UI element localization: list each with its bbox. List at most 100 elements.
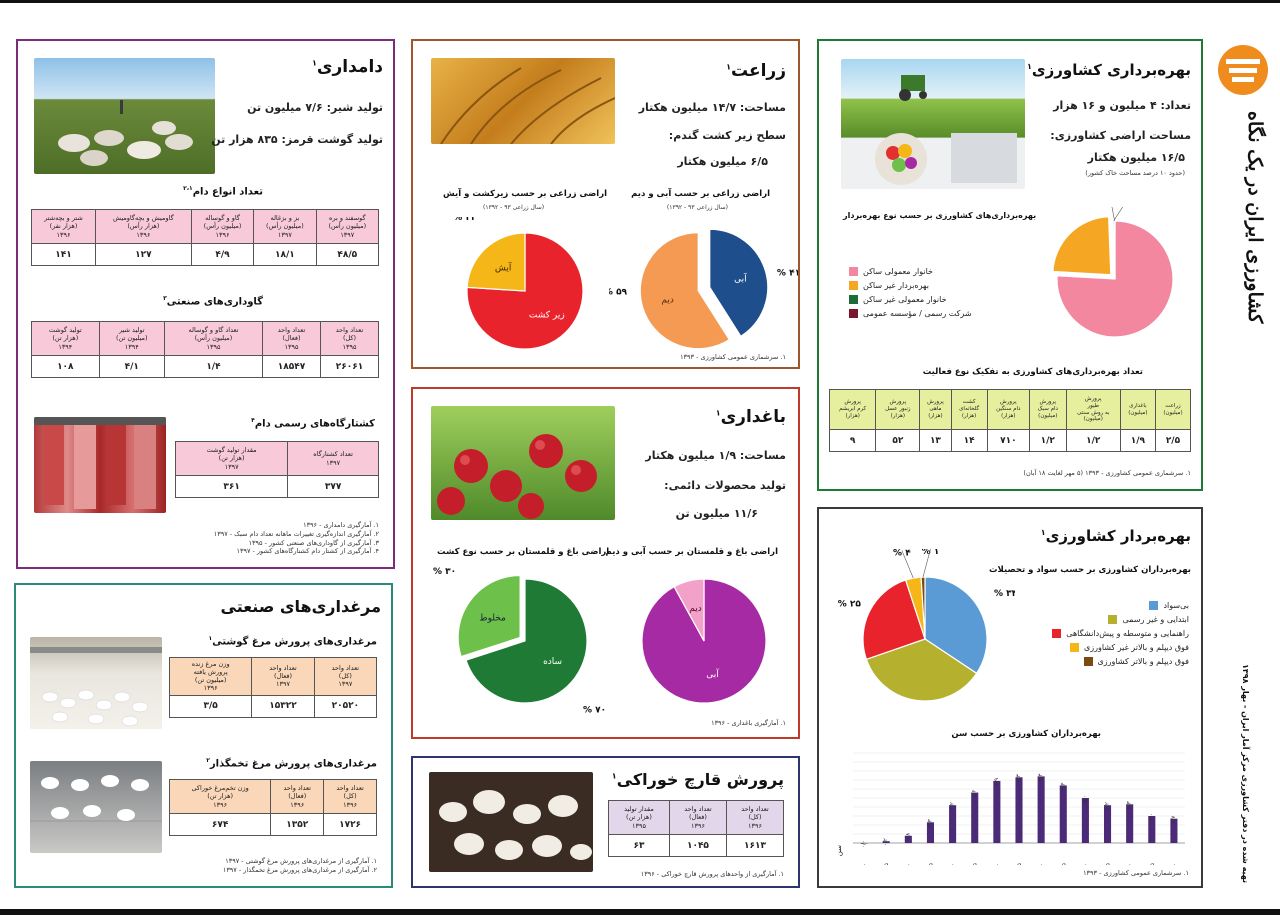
legend-swatch	[1052, 629, 1062, 638]
table-header-cell: گاومیش و بچه‌گاومیش (هزار رأس) ۱۳۹۶	[94, 209, 192, 244]
sheep-photo	[34, 58, 215, 174]
table-header-row: زراعت (میلیون) باغداری (میلیون) پرورش طی…	[828, 389, 1192, 430]
brand-logo-icon	[1218, 45, 1268, 95]
baghdari-title-sup: ۱	[715, 408, 721, 418]
bahrebardari-noe-pie-chart: ۷۵/۹ %۲۳/۵ %۰/۴ %۰/۲ %	[1052, 207, 1174, 338]
x-tick-label: ۳۹-۳۵	[973, 863, 979, 865]
baghdari-note: ۱. آمارگیری باغداری - ۱۳۹۶	[711, 719, 786, 727]
bahrebardari-land-value: ۱۶/۵ میلیون هکتار	[1087, 151, 1185, 164]
bar-value-label: ۲/۷	[1171, 816, 1177, 824]
legend-label: فوق دیپلم و بالاتر غیر کشاورزی	[1083, 643, 1189, 652]
table-row: ۱۷۲۶ ۱۳۵۲ ۶۷۴	[168, 813, 377, 836]
zeraat-abi-deym-pie-chart: آبی ۴۱ % دیم ۵۹ %	[609, 228, 798, 350]
bahrebardar-savad-pie-chart: ۳۴ %۳۵ %۲۵ %۴ %۱ %	[838, 549, 1015, 702]
table-header-cell: تعداد گاو و گوساله (میلیون رأس) ۱۳۹۵	[163, 321, 264, 356]
table-header-cell: تعداد واحد (فعال) ۱۳۹۷	[251, 657, 315, 696]
bar-value-label: ۵/۶	[972, 790, 978, 798]
table-header-cell: وزن تخم‌مرغ خوراکی (هزار تن) ۱۳۹۶	[168, 779, 272, 814]
bahrebardar-title-text: بهره‌بردار کشاورزی	[1045, 527, 1191, 545]
pie-slice	[865, 638, 978, 702]
table-header-cell: مقدار تولید (هزار تن) ۱۳۹۵	[608, 800, 670, 835]
gharch-note: ۱. آمارگیری از واحدهای پرورش قارچ خوراکی…	[640, 870, 784, 878]
table-row: ۲/۵ ۱/۹ ۱/۲ ۱/۲ ۷۱۰ ۱۴ ۱۳ ۵۲ ۹	[828, 429, 1192, 452]
table-cell: ۲۰۵۲۰	[313, 694, 378, 718]
layer-photo	[30, 761, 162, 853]
footnote: ۱. آمارگیری دامداری - ۱۳۹۶	[303, 521, 379, 529]
layer-table: تعداد واحد (کل) ۱۳۹۶ تعداد واحد (فعال) ۱…	[168, 779, 377, 836]
table-header-cell: تعداد واحد (فعال) ۱۳۹۵	[262, 321, 321, 356]
bahrebardar-title-sup: ۱	[1040, 528, 1046, 537]
layer-title: مرغداری‌های پرورش مرغ تخمگذار۲	[206, 757, 377, 769]
x-tick-label: ۷۴-۷۰	[1128, 863, 1134, 865]
bahrebardari-count: تعداد: ۴ میلیون و ۱۶ هزار	[1053, 99, 1191, 112]
legend-item: راهنمایی و متوسطه و پیش‌دانشگاهی	[1019, 629, 1189, 638]
legend-swatch	[849, 267, 858, 276]
table-cell: ۵۲	[875, 429, 921, 452]
table-cell: ۹	[828, 429, 877, 452]
legend-swatch	[849, 281, 858, 290]
damdari-notes: ۱. آمارگیری دامداری - ۱۳۹۶ ۲. آمارگیری ا…	[214, 521, 379, 556]
layer-title-sup: ۲	[206, 757, 210, 764]
brand-strip: کشاورزی ایران در یک نگاه تهیه شده در دفت…	[1202, 3, 1280, 909]
baghdari-prod-value: ۱۱/۶ میلیون تن	[675, 507, 758, 520]
bagh-noe-kesht-pie-chart: ساده ۷۰ % مخلوط ۳۰ %	[433, 567, 606, 715]
baghdari-title: باغداری۱	[716, 407, 786, 427]
x-tick-label: ۲۴-۲۰	[906, 863, 912, 865]
pie-slice-label: زیر کشت	[529, 310, 565, 320]
farm-collage-photo	[841, 59, 1025, 189]
pie-slice	[466, 232, 526, 292]
bar	[949, 805, 957, 843]
footnote: ۳. آمارگیری از گاوداری‌های صنعتی کشور - …	[248, 538, 379, 547]
table-cell: ۱۳۵۲	[270, 813, 325, 836]
meat-photo	[34, 417, 166, 513]
legend-item: خانوار معمولی ساکن	[849, 267, 999, 276]
table-cell: ۱۵۳۲۲	[251, 694, 315, 718]
panel-zeraat: زراعت۱ مساحت: ۱۴/۷ میلیون هکتار سطح زیر …	[411, 39, 800, 369]
table-header-cell: باغداری (میلیون)	[1119, 389, 1156, 430]
bar	[904, 835, 912, 843]
table-header-row: تعداد واحد (کل) ۱۳۹۵ تعداد واحد (فعال) ۱…	[31, 321, 379, 356]
panel-bahrebardari: بهره‌برداری کشاورزی۱ تعداد: ۴ میلیون و ۱…	[817, 39, 1203, 491]
table-header-cell: پرورش دام سنگین (هزار)	[986, 389, 1031, 430]
broiler-title-sup: ۱	[208, 635, 213, 642]
panel-bahrebardar: بهره‌بردار کشاورزی۱ بهره‌برداران کشاورزی…	[817, 507, 1203, 888]
bahrebardar-note: ۱. سرشماری عمومی کشاورزی - ۱۳۹۳	[1083, 869, 1189, 877]
wheat-photo	[431, 58, 615, 144]
bahrebardari-land-label: مساحت اراضی کشاورزی:	[1050, 129, 1191, 142]
legend-label: بی‌سواد	[1163, 601, 1189, 610]
bahrebardar-age-title: بهره‌برداران کشاورزی بر حسب سن	[951, 729, 1101, 739]
table-header-cell: زراعت (میلیون)	[1154, 389, 1192, 430]
pie-slice	[673, 578, 705, 642]
table-header-cell: تعداد واحد (کل) ۱۳۹۵	[320, 321, 379, 356]
legend-item: بهره‌بردار غیر ساکن	[849, 281, 999, 290]
legend-item: بی‌سواد	[1019, 601, 1189, 610]
table-cell: ۱۷۲۶	[323, 813, 377, 836]
baghdari-chart2-title: اراضی باغ و قلمستان بر حسب نوع کشت	[437, 547, 610, 557]
pie-pct-label: ۵۹ %	[609, 288, 628, 298]
gharch-title-text: پرورش قارچ خوراکی	[616, 770, 784, 789]
legend-swatch	[1108, 615, 1118, 624]
zeraat-chart2-subtitle: (سال زراعی ۹۳ - ۱۳۹۲)	[483, 204, 545, 211]
table-row: ۴۸/۵ ۱۸/۱ ۴/۹ ۱۲۷ ۱۴۱	[31, 243, 380, 266]
table-cell: ۱۴	[950, 429, 988, 452]
bahrebardari-land-note: (حدود ۱۰ درصد مساحت خاک کشور)	[1085, 169, 1185, 177]
morgh-title: مرغداری‌های صنعتی	[220, 597, 381, 616]
legend-swatch	[849, 309, 858, 318]
broiler-title: مرغداری‌های پرورش مرغ گوشتی۱	[209, 635, 377, 647]
table-header-cell: وزن مرغ زنده پرورش یافته (میلیون تن) ۱۳۹…	[168, 657, 253, 696]
bahrebardari-activity-table: زراعت (میلیون) باغداری (میلیون) پرورش طی…	[828, 389, 1192, 452]
legend-item: فوق دیپلم و بالاتر کشاورزی	[1019, 657, 1189, 666]
legend-swatch	[1069, 643, 1079, 652]
table-header-cell: پرورش ماهی (هزار)	[919, 389, 952, 430]
bahrebardari-activity-title: تعداد بهره‌برداری‌های کشاورزی به تفکیک ن…	[922, 367, 1143, 377]
table-header-row: تعداد واحد (کل) ۱۳۹۶ تعداد واحد (فعال) ۱…	[608, 800, 785, 835]
bar-value-label: ۶/۴	[1060, 782, 1066, 790]
zeraat-note: ۱. سرشماری عمومی کشاورزی - ۱۳۹۳	[680, 353, 786, 361]
table-header-cell: پرورش طیور به روش سنتی (میلیون)	[1065, 389, 1121, 430]
damdari-industrial-title: گاوداری‌های صنعتی۳	[163, 295, 263, 307]
table-cell: ۷۱۰	[986, 429, 1031, 452]
bar-value-label: ۰/۰	[861, 840, 867, 848]
table-header-cell: تعداد واحد (کل) ۱۳۹۷	[313, 657, 378, 696]
mushroom-photo	[429, 772, 593, 872]
pie-slice-label: مخلوط	[479, 613, 506, 623]
